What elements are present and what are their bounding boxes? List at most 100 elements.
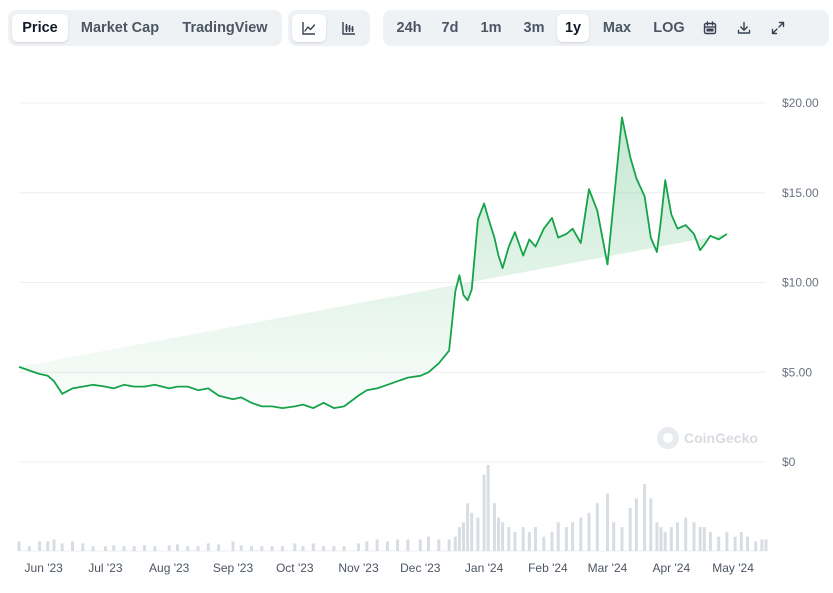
volume-bar bbox=[103, 546, 107, 551]
volume-bar bbox=[239, 545, 243, 551]
volume-bar bbox=[482, 474, 486, 551]
date-range-button[interactable] bbox=[693, 14, 727, 42]
volume-bar bbox=[122, 546, 126, 551]
volume-bar bbox=[708, 531, 712, 551]
price-area-fill bbox=[19, 117, 727, 409]
volume-bar bbox=[486, 465, 490, 551]
download-button[interactable] bbox=[727, 14, 761, 42]
volume-bar bbox=[698, 527, 702, 551]
volume-bar bbox=[669, 527, 673, 551]
volume-bar bbox=[132, 546, 136, 551]
volume-bar bbox=[231, 541, 235, 551]
volume-bar bbox=[447, 539, 451, 551]
tab-price[interactable]: Price bbox=[12, 14, 68, 42]
x-tick-label: May '24 bbox=[712, 561, 754, 575]
volume-bar bbox=[470, 512, 474, 551]
volume-bar bbox=[46, 541, 50, 551]
price-series-line bbox=[18, 116, 728, 409]
volume-bar bbox=[501, 522, 505, 551]
volume-bar bbox=[437, 539, 441, 551]
volume-bar bbox=[365, 541, 369, 551]
volume-bar bbox=[176, 544, 179, 551]
volume-bar bbox=[427, 536, 430, 551]
volume-bar bbox=[649, 498, 653, 551]
y-tick-label: $15.00 bbox=[782, 186, 819, 200]
volume-bar bbox=[659, 527, 663, 551]
volume-bar bbox=[754, 541, 758, 551]
volume-bar bbox=[733, 536, 737, 551]
volume-bar bbox=[385, 541, 389, 551]
volume-bar bbox=[643, 484, 647, 551]
volume-bar bbox=[676, 522, 679, 551]
volume-bar bbox=[620, 527, 624, 551]
candlestick-button[interactable] bbox=[332, 14, 366, 42]
volume-bar bbox=[167, 545, 171, 551]
volume-bar bbox=[606, 493, 609, 551]
volume-bar bbox=[270, 546, 274, 551]
range-max[interactable]: Max bbox=[602, 20, 632, 36]
volume-bar bbox=[196, 546, 200, 551]
volume-bar bbox=[556, 522, 560, 551]
volume-bar bbox=[542, 536, 546, 551]
range-24h[interactable]: 24h bbox=[396, 20, 422, 36]
watermark-text: CoinGecko bbox=[684, 430, 758, 446]
volume-bar bbox=[250, 546, 253, 551]
fullscreen-button[interactable] bbox=[761, 14, 795, 42]
volume-bar bbox=[692, 522, 696, 551]
volume-bar bbox=[342, 546, 346, 551]
volume-bar bbox=[527, 531, 531, 551]
candlestick-icon bbox=[342, 22, 355, 35]
volume-bar bbox=[764, 539, 768, 551]
volume-bar bbox=[492, 503, 496, 551]
chart-type-tabs bbox=[288, 10, 370, 46]
range-1m[interactable]: 1m bbox=[480, 20, 502, 36]
volume-bar bbox=[81, 543, 85, 551]
x-tick-label: Oct '23 bbox=[276, 561, 314, 575]
x-tick-label: Feb '24 bbox=[528, 561, 568, 575]
volume-bar bbox=[17, 541, 21, 551]
volume-bar bbox=[293, 543, 297, 551]
tab-tradingview[interactable]: TradingView bbox=[182, 20, 268, 36]
x-tick-label: Aug '23 bbox=[149, 561, 190, 575]
line-chart-button[interactable] bbox=[292, 14, 326, 42]
y-tick-label: $5.00 bbox=[782, 365, 812, 379]
volume-bar bbox=[357, 543, 360, 551]
volume-bar bbox=[628, 508, 632, 551]
x-tick-label: Sep '23 bbox=[213, 561, 254, 575]
volume-bar bbox=[663, 531, 667, 551]
volume-bar bbox=[153, 546, 157, 551]
y-tick-label: $0 bbox=[782, 455, 796, 469]
range-1y[interactable]: 1y bbox=[557, 14, 589, 42]
volume-bar bbox=[579, 517, 583, 551]
volume-bar bbox=[418, 539, 422, 551]
y-tick-label: $10.00 bbox=[782, 276, 819, 290]
volume-bar bbox=[206, 543, 210, 551]
volume-bar bbox=[27, 546, 31, 551]
volume-bar bbox=[396, 539, 400, 551]
volume-bar bbox=[550, 531, 554, 551]
volume-bar bbox=[462, 522, 465, 551]
volume-bar bbox=[534, 527, 537, 551]
x-tick-label: Jul '23 bbox=[88, 561, 123, 575]
log-scale-toggle[interactable]: LOG bbox=[653, 20, 685, 36]
volume-bar bbox=[332, 546, 336, 551]
download-icon bbox=[737, 21, 751, 34]
volume-bar bbox=[71, 541, 74, 551]
volume-bar bbox=[52, 539, 56, 551]
tab-market-cap[interactable]: Market Cap bbox=[80, 20, 160, 36]
volume-bar bbox=[507, 527, 511, 551]
volume-bar bbox=[655, 522, 659, 551]
volume-bar bbox=[739, 531, 743, 551]
volume-bar bbox=[717, 536, 721, 551]
range-7d[interactable]: 7d bbox=[441, 20, 459, 36]
volume-bar bbox=[112, 545, 116, 551]
volume-bar bbox=[587, 512, 591, 551]
x-tick-label: Nov '23 bbox=[338, 561, 379, 575]
volume-bar bbox=[91, 546, 95, 551]
x-tick-label: Jun '23 bbox=[25, 561, 64, 575]
volume-bar bbox=[702, 527, 706, 551]
volume-bar bbox=[612, 522, 616, 551]
range-3m[interactable]: 3m bbox=[523, 20, 545, 36]
line-chart-icon bbox=[302, 22, 316, 35]
